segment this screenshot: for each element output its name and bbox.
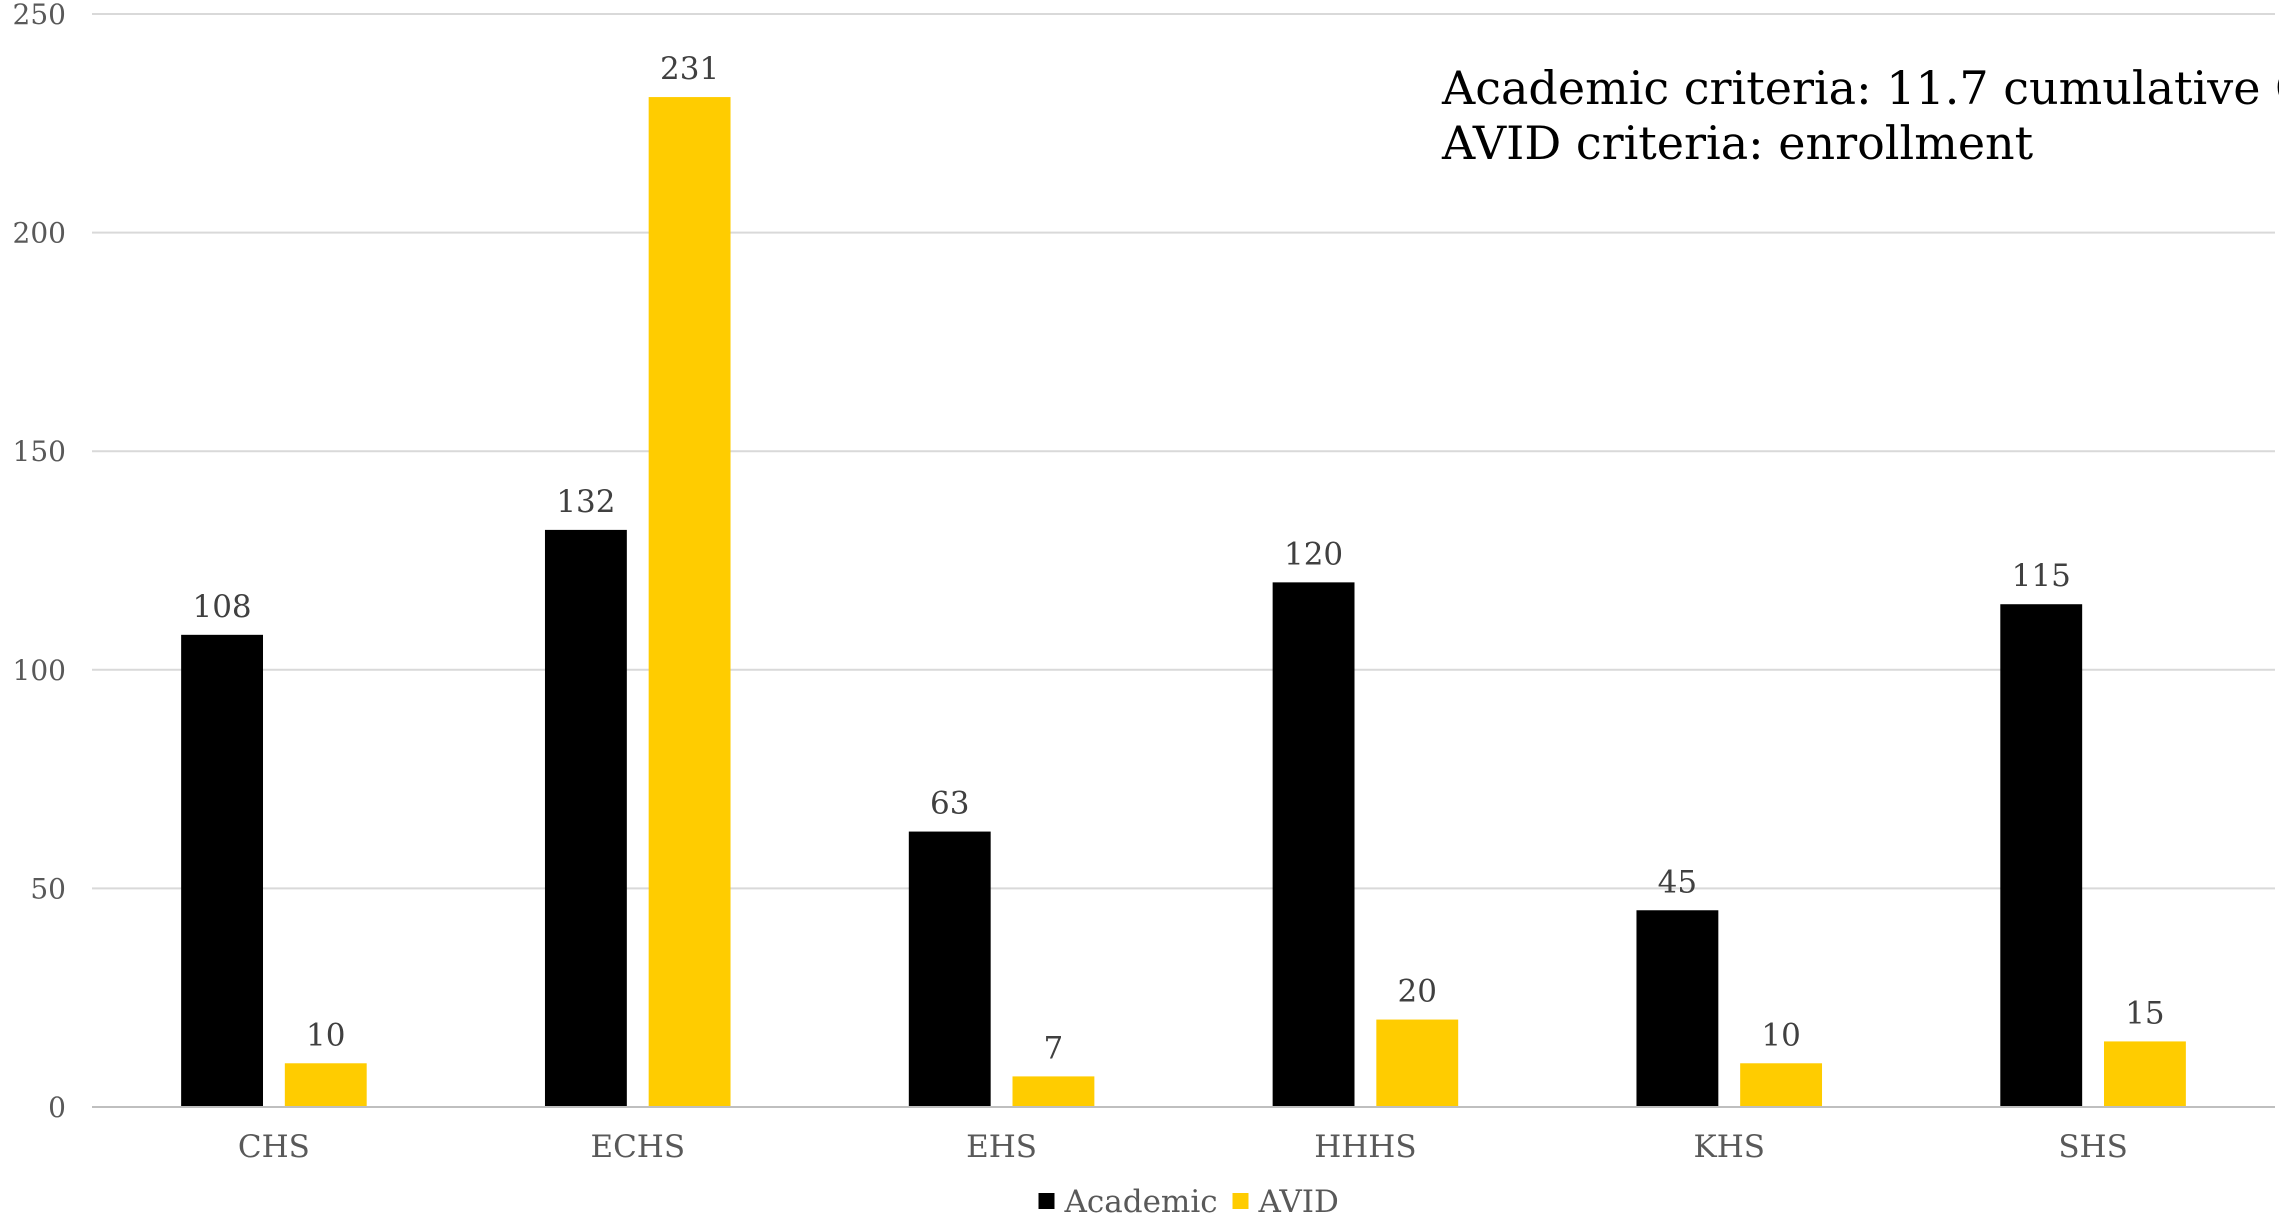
data-label: 45 — [1658, 864, 1697, 900]
gridlines — [92, 13, 2275, 890]
data-label: 15 — [2125, 995, 2164, 1031]
axes: 0 50 100 150 200 250 CHS ECHS EHS HHHS KHS SHS — [13, 0, 2275, 1165]
bar-avid-shs — [2103, 1041, 2186, 1107]
x-tick-label: SHS — [2058, 1129, 2128, 1165]
y-tick-label: 150 — [13, 435, 66, 468]
bar-avid-chs — [284, 1063, 367, 1107]
data-label: 7 — [1044, 1030, 1064, 1066]
y-tick-label: 200 — [13, 217, 66, 250]
y-tick-label: 50 — [30, 872, 66, 905]
data-label: 231 — [660, 51, 719, 87]
data-label: 20 — [1398, 974, 1437, 1010]
annotations: Academic criteria: 11.7 cumulative GPA A… — [1441, 61, 2279, 170]
data-label: 115 — [2012, 558, 2071, 594]
annotation-academic-criteria: Academic criteria: 11.7 cumulative GPA — [1441, 61, 2279, 115]
bar-avid-hhhs — [1376, 1019, 1459, 1107]
x-tick-label: KHS — [1694, 1129, 1765, 1165]
legend: Academic AVID — [1038, 1184, 1339, 1220]
bar-academic-echs — [544, 529, 627, 1107]
legend-label-avid: AVID — [1258, 1184, 1339, 1220]
legend-swatch-academic — [1038, 1193, 1055, 1209]
data-label: 132 — [556, 484, 615, 520]
bar-avid-khs — [1740, 1063, 1823, 1107]
data-label: 108 — [192, 589, 251, 625]
x-tick-label: EHS — [966, 1129, 1037, 1165]
bar-academic-khs — [1636, 910, 1719, 1107]
bar-avid-ehs — [1012, 1076, 1095, 1107]
bar-academic-chs — [181, 634, 264, 1107]
annotation-avid-criteria: AVID criteria: enrollment — [1441, 116, 2034, 170]
data-labels: 108 10 132 231 63 7 120 20 45 10 115 15 — [192, 51, 2164, 1066]
bar-academic-shs — [2000, 604, 2083, 1107]
legend-swatch-avid — [1232, 1193, 1249, 1209]
x-tick-label: ECHS — [590, 1129, 685, 1165]
data-label: 63 — [930, 786, 969, 822]
bar-avid-echs — [648, 97, 731, 1108]
data-label: 120 — [1284, 536, 1343, 572]
y-tick-label: 100 — [13, 654, 66, 687]
legend-label-academic: Academic — [1064, 1184, 1218, 1220]
bar-academic-ehs — [908, 831, 991, 1107]
x-tick-label: CHS — [238, 1129, 310, 1165]
bar-academic-hhhs — [1272, 582, 1355, 1107]
y-tick-label: 250 — [13, 0, 66, 31]
data-label: 10 — [306, 1017, 345, 1053]
data-label: 10 — [1761, 1017, 1800, 1053]
x-tick-label: HHHS — [1314, 1129, 1416, 1165]
bars — [181, 97, 2186, 1108]
y-tick-label: 0 — [48, 1091, 66, 1124]
